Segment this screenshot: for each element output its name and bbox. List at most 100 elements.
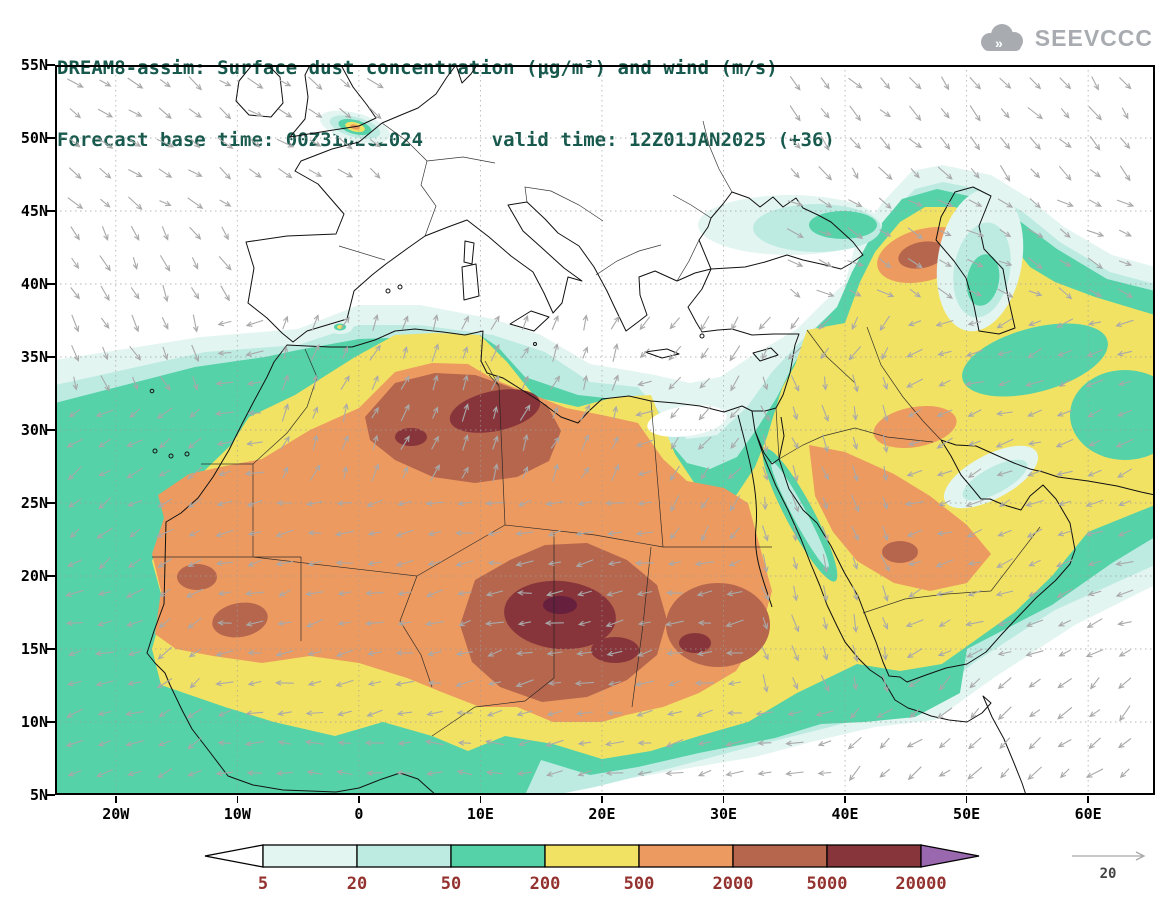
wind-arrow <box>189 226 202 240</box>
wind-arrow <box>906 378 924 388</box>
wind-arrow <box>997 620 1012 627</box>
wind-arrow <box>1085 379 1104 388</box>
wind-arrow <box>821 405 829 422</box>
wind-arrow <box>968 289 983 297</box>
wind-arrow <box>966 648 983 658</box>
wind-arrow <box>485 500 504 507</box>
wind-arrow <box>456 710 473 716</box>
wind-arrow <box>484 620 504 627</box>
wind-arrow <box>218 470 231 477</box>
wind-arrow <box>574 680 595 687</box>
wind-arrow <box>669 317 681 330</box>
wind-arrow <box>462 434 469 451</box>
wind-arrow <box>577 620 591 627</box>
wind-arrow <box>879 258 892 268</box>
wind-arrow <box>580 466 590 479</box>
lon-tick-label: 20E <box>588 805 616 823</box>
wind-arrow <box>100 317 110 330</box>
wind-arrow <box>576 710 593 717</box>
wind-arrow <box>550 436 560 449</box>
wind-arrow <box>427 680 442 686</box>
wind-arrow <box>758 316 771 330</box>
wind-arrow <box>365 620 384 627</box>
wind-arrow <box>372 313 379 331</box>
wind-arrow <box>1117 409 1133 417</box>
wind-arrow <box>1119 165 1131 182</box>
wind-arrow <box>1088 439 1101 447</box>
wind-arrow <box>458 619 471 627</box>
lon-tick-mark <box>236 796 239 803</box>
wind-arrow <box>582 346 589 359</box>
wind-arrow <box>127 499 142 507</box>
wind-arrow <box>607 680 621 687</box>
wind-arrow <box>762 617 769 630</box>
wind-arrow <box>1057 349 1072 357</box>
wind-arrow <box>546 650 563 657</box>
lon-tick-mark <box>601 796 603 803</box>
wind-arrow <box>822 497 829 510</box>
wind-arrow <box>219 79 232 87</box>
wind-arrow <box>67 559 83 567</box>
wind-arrow <box>366 770 383 777</box>
wind-arrow <box>997 677 1012 690</box>
wind-arrow <box>431 406 439 419</box>
wind-arrow <box>1087 320 1102 327</box>
wind-arrow <box>125 588 144 598</box>
plot-title: DREAM8-assim: Surface dust concentration… <box>57 8 835 200</box>
wind-arrow <box>521 314 529 331</box>
wind-arrow <box>307 530 322 536</box>
wind-arrow <box>907 560 921 567</box>
wind-arrow <box>307 680 322 687</box>
wind-arrow <box>364 740 385 746</box>
wind-arrow <box>670 407 680 419</box>
wind-arrow <box>582 314 589 331</box>
wind-arrow <box>938 379 951 387</box>
wind-arrow <box>366 709 383 717</box>
wind-arrow <box>337 740 352 746</box>
wind-arrow <box>276 500 293 506</box>
wind-arrow <box>1027 347 1042 359</box>
wind-arrow <box>787 200 804 207</box>
wind-arrow <box>575 530 594 537</box>
wind-arrow <box>610 315 620 330</box>
wind-arrow <box>97 739 112 747</box>
lat-tick-label: 50N <box>20 129 48 147</box>
wind-arrow <box>967 766 983 780</box>
wind-arrow <box>99 167 112 179</box>
wind-arrow <box>340 316 350 329</box>
wind-arrow <box>938 619 951 627</box>
lat-tick-label: 55N <box>20 56 48 74</box>
wind-arrow <box>879 229 892 237</box>
wind-arrow <box>878 166 893 180</box>
wind-arrow <box>731 316 739 331</box>
wind-arrow <box>67 78 84 88</box>
wind-arrow <box>1028 320 1041 327</box>
redsea-lightteal <box>771 461 829 569</box>
wind-arrow <box>190 138 201 149</box>
wind-arrow <box>162 346 169 361</box>
lon-tick-label: 0 <box>354 805 364 823</box>
contour-5000-20000-algeria <box>395 428 427 446</box>
wind-arrow <box>369 344 381 361</box>
wind-arrow <box>938 259 952 267</box>
contour-2000-5000-sudan <box>666 583 770 667</box>
wind-arrow <box>580 404 591 421</box>
wind-arrow <box>335 560 354 566</box>
lat-tick-label: 10N <box>20 713 48 731</box>
wind-arrow <box>245 710 264 717</box>
wind-arrow <box>1028 737 1041 750</box>
wind-arrow <box>969 76 982 90</box>
wind-arrow <box>607 530 622 537</box>
wind-arrow <box>936 470 953 477</box>
wind-arrow <box>218 256 232 271</box>
title-line2: Forecast base time: 00Z31DEC2024 valid t… <box>57 129 835 151</box>
wind-arrow <box>340 375 350 390</box>
wind-arrow <box>575 559 594 568</box>
wind-arrow <box>909 105 922 122</box>
wind-arrow <box>279 79 292 87</box>
wind-arrow <box>245 620 264 627</box>
wind-arrow <box>247 650 262 656</box>
wind-arrow <box>791 645 799 662</box>
wind-arrow <box>367 680 382 687</box>
wind-arrow <box>280 435 290 450</box>
